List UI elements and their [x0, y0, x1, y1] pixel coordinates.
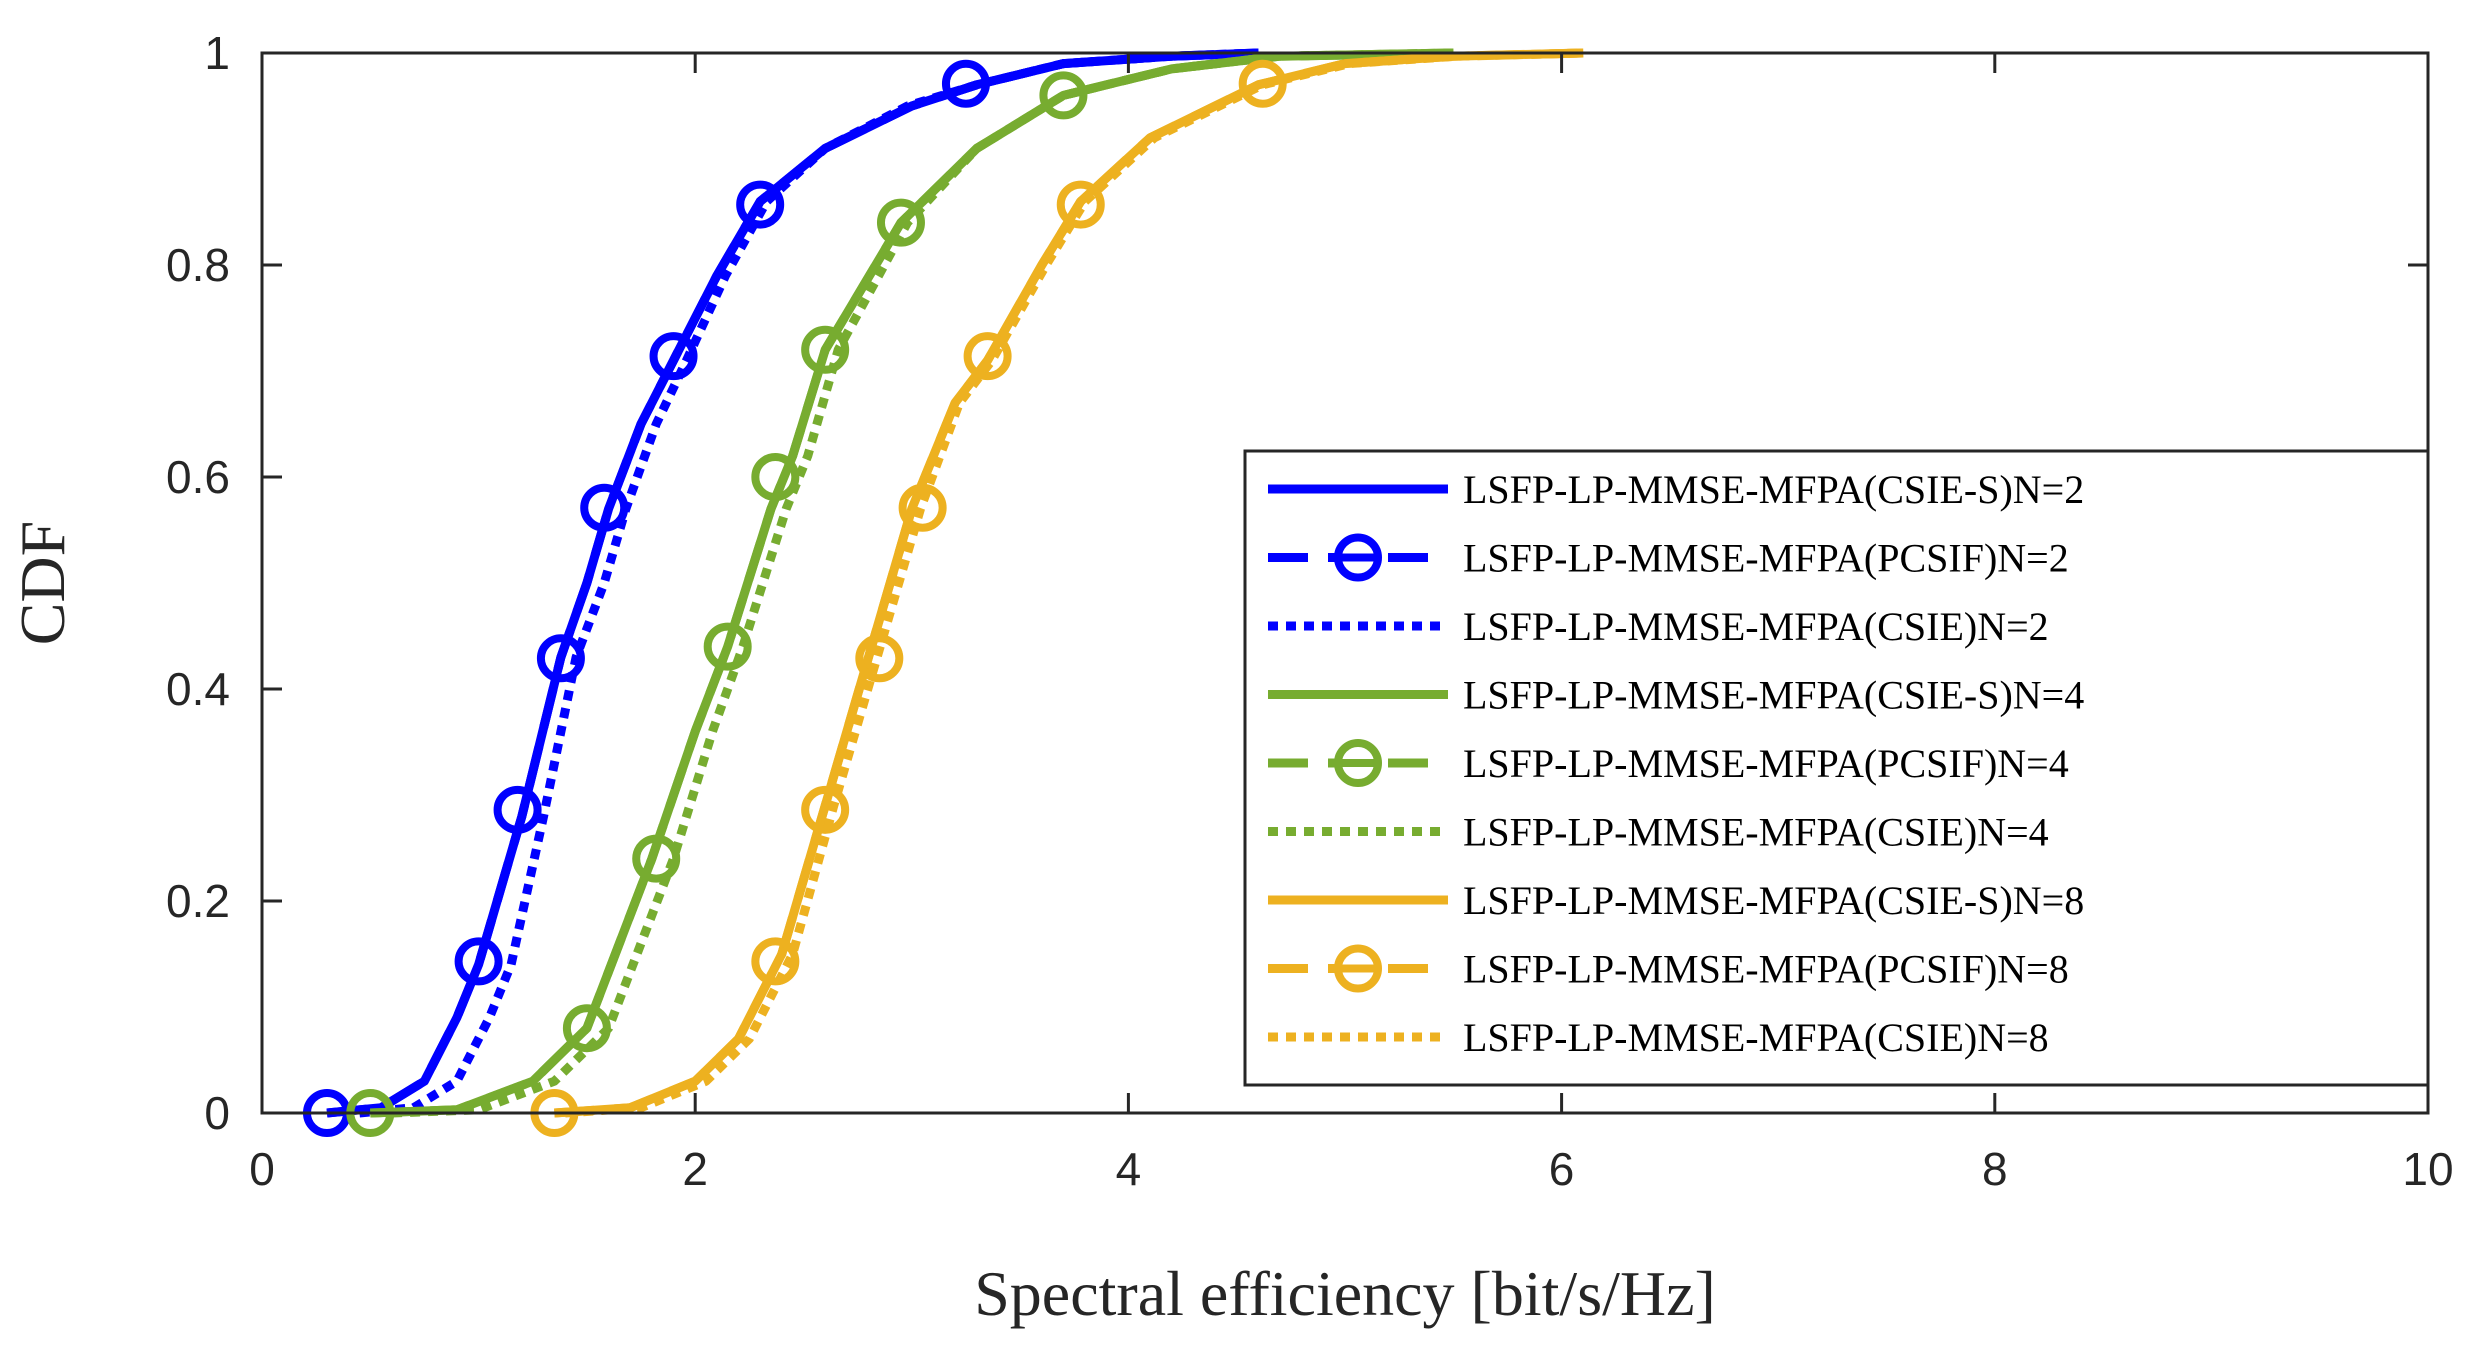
x-tick-label: 4 — [1116, 1143, 1142, 1195]
series-layer — [302, 48, 1584, 1137]
x-tick-label: 2 — [682, 1143, 708, 1195]
x-tick-label: 8 — [1982, 1143, 2008, 1195]
legend-label-9: LSFP-LP-MMSE-MFPA(CSIE)N=8 — [1463, 1015, 2049, 1060]
series-marker-8 — [751, 937, 800, 986]
series-marker-5 — [703, 622, 752, 671]
series-line-8 — [554, 48, 1584, 1118]
series-marker-2 — [736, 180, 785, 229]
series-marker-8 — [963, 332, 1012, 381]
series-line-6 — [391, 48, 1454, 1118]
legend-label-3: LSFP-LP-MMSE-MFPA(CSIE)N=2 — [1463, 604, 2049, 649]
series-marker-8 — [898, 483, 947, 532]
series-marker-2 — [536, 634, 585, 683]
legend-label-6: LSFP-LP-MMSE-MFPA(CSIE)N=4 — [1463, 810, 2049, 855]
x-tick-label: 6 — [1549, 1143, 1575, 1195]
series-marker-5 — [801, 325, 850, 374]
legend-label-7: LSFP-LP-MMSE-MFPA(CSIE-S)N=8 — [1463, 878, 2084, 923]
series-line-5 — [370, 48, 1454, 1118]
series-marker-2 — [493, 785, 542, 834]
legend-label-1: LSFP-LP-MMSE-MFPA(CSIE-S)N=2 — [1463, 467, 2084, 512]
series-marker-8 — [1056, 180, 1105, 229]
series-marker-2 — [649, 332, 698, 381]
series-line-2 — [326, 48, 1259, 1118]
y-tick-label: 0.6 — [166, 451, 230, 503]
axis-ticks: 0 2 4 6 8 10 0 0.2 0.4 0.6 0.8 1 — [166, 27, 2454, 1195]
legend-box — [1243, 449, 2430, 1087]
y-axis-title: CDF — [7, 521, 78, 646]
legend-label-2: LSFP-LP-MMSE-MFPA(PCSIF)N=2 — [1463, 536, 2069, 581]
legend-label-8: LSFP-LP-MMSE-MFPA(PCSIF)N=8 — [1463, 947, 2069, 992]
series-marker-5 — [1039, 71, 1088, 120]
series-marker-5 — [632, 834, 681, 883]
y-tick-label: 1 — [204, 27, 230, 79]
series-marker-8 — [801, 785, 850, 834]
y-tick-label: 0.4 — [166, 663, 230, 715]
y-tick-label: 0.8 — [166, 239, 230, 291]
y-tick-label: 0 — [204, 1087, 230, 1139]
legend: LSFP-LP-MMSE-MFPA(CSIE-S)N=2 LSFP-LP-MMSE… — [1243, 449, 2430, 1087]
series-line-3 — [359, 48, 1259, 1118]
x-tick-label: 10 — [2402, 1143, 2453, 1195]
x-axis-title: Spectral efficiency [bit/s/Hz] — [974, 1258, 1716, 1329]
series-marker-2 — [454, 937, 503, 986]
series-marker-8 — [855, 634, 904, 683]
series-line-9 — [564, 48, 1584, 1118]
legend-label-4: LSFP-LP-MMSE-MFPA(CSIE-S)N=4 — [1463, 673, 2084, 718]
series-marker-5 — [751, 453, 800, 501]
legend-label-5: LSFP-LP-MMSE-MFPA(PCSIF)N=4 — [1463, 741, 2069, 786]
x-tick-label: 0 — [249, 1143, 275, 1195]
y-tick-label: 0.2 — [166, 875, 230, 927]
